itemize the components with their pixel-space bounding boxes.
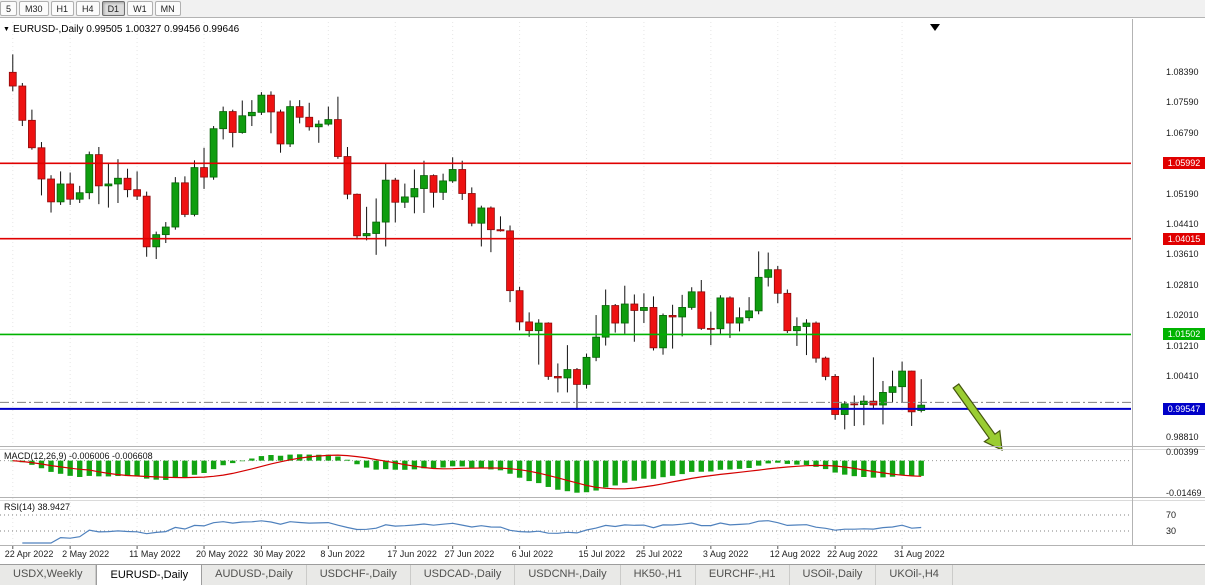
date-axis-label: 20 May 2022	[196, 549, 249, 559]
symbol-menu-triangle-icon: ▼	[3, 26, 10, 33]
price-axis-tick: 0.98810	[1166, 431, 1199, 442]
date-axis-label: 22 Apr 2022	[4, 549, 54, 559]
timeframe-button-mn[interactable]: MN	[154, 1, 181, 16]
date-axis-label: 30 May 2022	[253, 549, 306, 559]
chart-symbol-label: EURUSD-,Daily	[12, 24, 84, 35]
chart-ohlc-values: 0.99505 1.00327 0.99456 0.99646	[86, 24, 240, 35]
symbol-tab-usdcad-daily[interactable]: USDCAD-,Daily	[411, 565, 516, 585]
candlestick-series	[8, 54, 926, 430]
price-axis-tick: 1.04410	[1166, 218, 1199, 229]
price-line-badge: 1.04015	[1163, 232, 1205, 245]
symbol-tab-usoil-daily[interactable]: USOil-,Daily	[790, 565, 877, 585]
symbol-tab-usdx-weekly[interactable]: USDX,Weekly	[0, 565, 97, 585]
date-axis-label: 3 Aug 2022	[702, 549, 749, 559]
symbol-tab-usdchf-daily[interactable]: USDCHF-,Daily	[307, 565, 411, 585]
chart-shift-marker-icon[interactable]	[930, 24, 940, 31]
date-axis-label: 31 Aug 2022	[894, 549, 945, 559]
macd-signal-line	[12, 454, 922, 490]
price-line-badge: 1.05992	[1163, 157, 1205, 170]
rsi-line	[22, 520, 922, 544]
macd-axis-min-label: -0.01469	[1166, 488, 1202, 498]
date-axis-label: 6 Jul 2022	[511, 549, 554, 559]
symbol-tab-usdcnh-daily[interactable]: USDCNH-,Daily	[515, 565, 621, 585]
symbol-tab-bar: USDX,Weekly EURUSD-,Daily AUDUSD-,Daily USD…	[0, 564, 1205, 585]
symbol-tab-ukoil-h4[interactable]: UKOil-,H4	[876, 565, 953, 585]
date-axis-label: 22 Aug 2022	[827, 549, 878, 559]
date-axis-label: 11 May 2022	[129, 549, 181, 559]
timeframe-button-h4[interactable]: H4	[76, 1, 100, 16]
price-axis-tick: 1.06790	[1166, 127, 1199, 138]
price-axis-tick: 1.02010	[1166, 310, 1199, 321]
symbol-tab-eurusd-daily[interactable]: EURUSD-,Daily	[96, 564, 203, 585]
macd-indicator-label: MACD(12,26,9) -0.006006 -0.006608	[4, 451, 153, 461]
price-axis-tick: 1.01210	[1166, 340, 1199, 351]
price-axis-tick: 1.08390	[1166, 66, 1199, 77]
rsi-indicator-label: RSI(14) 38.9427	[4, 502, 71, 512]
chart-title: ▼ EURUSD-,Daily 0.99505 1.00327 0.99456 0…	[3, 24, 239, 35]
date-axis-label: 27 Jun 2022	[444, 549, 495, 559]
rsi-level-label: 70	[1166, 510, 1177, 520]
date-axis-label: 25 Jul 2022	[635, 549, 683, 559]
rsi-level-label: 30	[1166, 526, 1177, 536]
symbol-tab-audusd-daily[interactable]: AUDUSD-,Daily	[202, 565, 307, 585]
timeframe-button-5[interactable]: 5	[0, 1, 18, 16]
date-axis-label: 17 Jun 2022	[387, 549, 437, 559]
price-line-badge: 1.01502	[1163, 328, 1205, 341]
date-axis-label: 2 May 2022	[62, 549, 110, 559]
price-axis-tick: 1.07590	[1166, 97, 1199, 108]
timeframe-button-h1[interactable]: H1	[50, 1, 75, 16]
arrow-annotation[interactable]	[952, 383, 1003, 452]
price-axis-tick: 1.02810	[1166, 279, 1199, 290]
symbol-tab-eurchf-h1[interactable]: EURCHF-,H1	[696, 565, 790, 585]
price-axis-tick: 1.03610	[1166, 249, 1199, 260]
timeframe-button-d1[interactable]: D1	[101, 1, 126, 16]
date-axis-label: 8 Jun 2022	[320, 549, 365, 559]
price-axis-tick: 1.00410	[1166, 371, 1199, 382]
symbol-tab-hk50-h1[interactable]: HK50-,H1	[621, 565, 696, 585]
price-axis-tick: 1.05190	[1166, 188, 1199, 199]
current-price-badge: 0.99547	[1163, 402, 1205, 415]
timeframe-toolbar: 5 M30 H1 H4 D1 W1 MN	[0, 0, 1205, 18]
date-axis-label: 12 Aug 2022	[769, 549, 821, 559]
timeframe-button-m30[interactable]: M30	[19, 1, 49, 16]
macd-axis-max-label: 0.00399	[1166, 447, 1199, 457]
horizontal-price-lines[interactable]	[0, 162, 1131, 403]
timeframe-button-w1[interactable]: W1	[127, 1, 153, 16]
date-axis-label: 15 Jul 2022	[578, 549, 626, 559]
